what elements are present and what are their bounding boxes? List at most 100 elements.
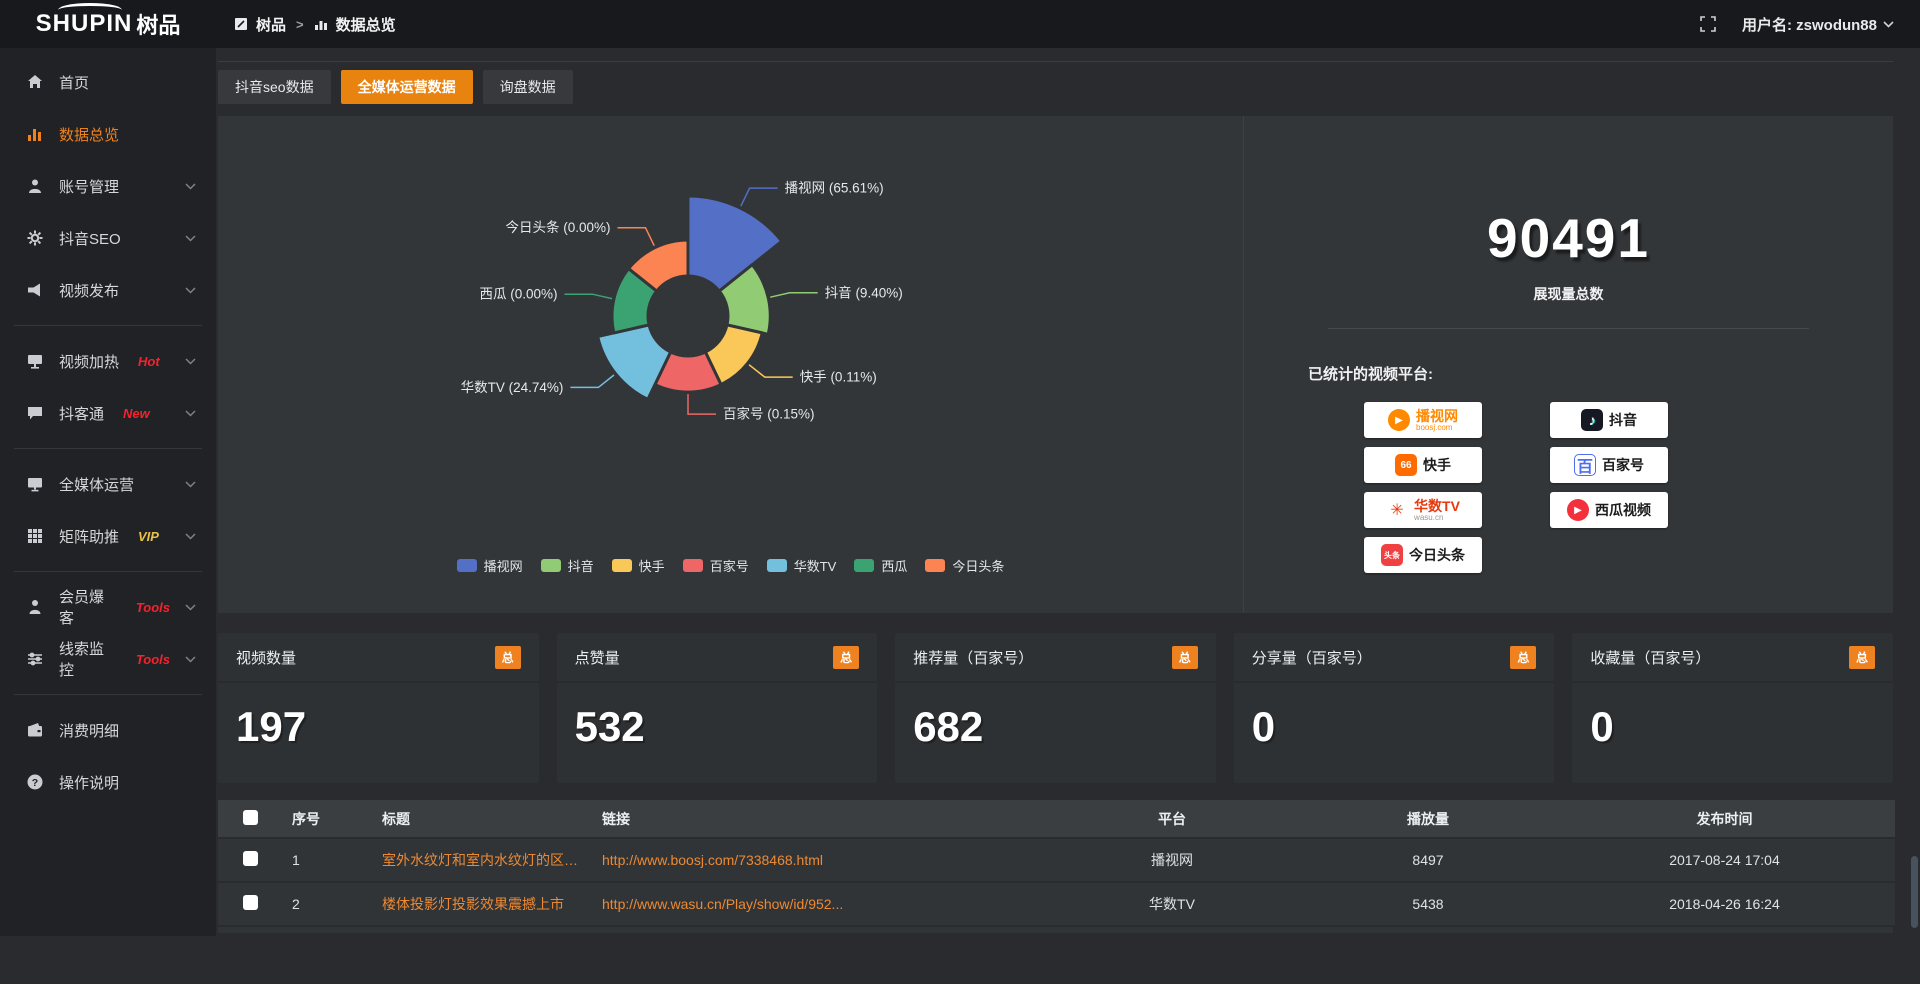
platform-name: 快手 <box>1423 457 1451 473</box>
fullscreen-icon[interactable] <box>1700 16 1716 32</box>
pie-slice-4[interactable] <box>596 323 673 401</box>
total-impressions-label: 展现量总数 <box>1533 286 1604 302</box>
legend-item[interactable]: 今日头条 <box>925 556 1004 575</box>
cell-link[interactable]: http://www.boosj.com/7338468.html <box>592 838 1042 883</box>
platform-sub-label: boosj.com <box>1416 422 1453 432</box>
sidebar-item-video[interactable]: 视频发布 <box>0 264 216 316</box>
pie-slice-0[interactable] <box>686 194 784 293</box>
cell-title[interactable]: 楼体投影灯投影效果震撼上市 <box>372 882 592 927</box>
sidebar-item-gear[interactable]: 抖音SEO <box>0 212 216 264</box>
xigua-logo-icon: ▶ <box>1567 499 1589 521</box>
sidebar-item-badge: Tools <box>135 599 170 615</box>
platform-name: 播视网 <box>1416 407 1458 424</box>
sidebar-item-home[interactable]: 首页 <box>0 56 216 108</box>
legend-item[interactable]: 华数TV <box>766 556 836 575</box>
sidebar-item-heat[interactable]: 视频加热 Hot <box>0 335 216 387</box>
pie-label: 今日头条 (0.00%) <box>505 219 610 235</box>
video-table-section: 序号 标题 链接 平台 播放量 发布时间 1 室外水纹灯和室内水纹灯的区别和简介… <box>218 800 1895 933</box>
cell-index: 1 <box>282 838 372 883</box>
summary-divider <box>1328 328 1809 329</box>
row-checkbox[interactable] <box>242 851 258 866</box>
sidebar-item-chart[interactable]: 数据总览 <box>0 108 216 160</box>
sidebar-item-grid[interactable]: 矩阵助推 VIP <box>0 510 216 562</box>
platform-badge-xigua: ▶ 西瓜视频 <box>1550 492 1668 528</box>
total-impressions-value: 90491 <box>1487 207 1650 269</box>
platform-badge-boosj: ▶ 播视网 boosj.com <box>1364 402 1482 438</box>
stat-card-header: 点赞量 总 <box>556 633 878 683</box>
tab-1[interactable]: 全媒体运营数据 <box>340 70 473 104</box>
stat-card-2: 推荐量（百家号） 总 682 <box>895 633 1216 783</box>
sidebar-item-label: 视频发布 <box>59 282 120 300</box>
user-menu[interactable]: 用户名: zswodun88 <box>1742 14 1894 35</box>
platform-badge-wasu: ✳ 华数TV wasu.cn <box>1364 492 1482 528</box>
cell-index: 2 <box>282 882 372 927</box>
sidebar-item-wallet[interactable]: 消费明细 <box>0 704 216 756</box>
stat-card-title: 视频数量 <box>236 649 297 667</box>
video-icon <box>26 281 44 299</box>
sidebar-item-monitor[interactable]: 全媒体运营 <box>0 458 216 510</box>
sidebar-item-sliders[interactable]: 线索监控 Tools <box>0 633 216 685</box>
legend-item[interactable]: 百家号 <box>682 556 749 575</box>
sidebar-divider <box>14 571 202 572</box>
pie-label-line <box>740 187 778 207</box>
content-top-divider <box>218 61 1893 62</box>
cell-link[interactable]: http://www.wasu.cn/Play/show/id/952... <box>592 882 1042 927</box>
sidebar-item-badge: New <box>123 405 150 421</box>
chat-icon <box>26 404 44 422</box>
legend-swatch <box>854 559 875 572</box>
row-checkbox-cell <box>218 838 282 883</box>
platform-name: 西瓜视频 <box>1595 502 1651 518</box>
sidebar-item-member[interactable]: 会员爆客 Tools <box>0 581 216 633</box>
app-logo[interactable]: SHUPIN 树品 <box>0 0 216 48</box>
pie-slice-2[interactable] <box>703 323 764 386</box>
chart-legend: 播视网 抖音 快手 百家号 华数TV 西瓜 今日头条 <box>218 556 1243 575</box>
sidebar-item-label: 线索监控 <box>59 641 105 679</box>
sidebar-item-badge: Tools <box>135 651 170 667</box>
sidebar-item-user[interactable]: 账号管理 <box>0 160 216 212</box>
sidebar-item-label: 全媒体运营 <box>59 476 135 494</box>
legend-swatch <box>682 559 703 572</box>
legend-label: 今日头条 <box>952 559 1005 574</box>
legend-item[interactable]: 西瓜 <box>854 556 907 575</box>
stat-card-header: 视频数量 总 <box>218 633 539 683</box>
question-icon: ? <box>26 773 44 791</box>
stat-card-header: 推荐量（百家号） 总 <box>895 633 1216 683</box>
username-label: 用户名: zswodun88 <box>1741 16 1877 34</box>
pie-slice-1[interactable] <box>717 263 772 336</box>
chevron-down-icon <box>185 234 196 242</box>
platform-name: 百家号 <box>1602 457 1644 473</box>
legend-item[interactable]: 抖音 <box>540 556 594 575</box>
chevron-down-icon <box>185 532 196 540</box>
tab-2[interactable]: 询盘数据 <box>482 70 573 104</box>
legend-label: 快手 <box>638 559 665 574</box>
platform-name: 抖音 <box>1609 412 1637 428</box>
chevron-down-icon <box>185 603 196 611</box>
chevron-down-icon <box>185 357 196 365</box>
sidebar-item-chat[interactable]: 抖客通 New <box>0 387 216 439</box>
main-content: 抖音seo数据 全媒体运营数据 询盘数据 播视网 (65.61%) 抖音 (9.40%… <box>216 48 1920 936</box>
select-all-checkbox[interactable] <box>242 809 258 825</box>
tab-0[interactable]: 抖音seo数据 <box>218 70 331 104</box>
vertical-scrollbar-thumb[interactable] <box>1911 856 1918 928</box>
pie-label-line <box>617 226 655 247</box>
user-icon <box>26 177 44 195</box>
legend-label: 西瓜 <box>881 559 908 574</box>
row-checkbox[interactable] <box>242 895 258 910</box>
pie-label-line <box>770 292 818 298</box>
pie-slice-5[interactable] <box>610 267 659 335</box>
cell-title[interactable]: 室外水纹灯和室内水纹灯的区别和简介 <box>372 838 592 883</box>
pie-slice-6[interactable] <box>627 238 690 293</box>
chevron-down-icon <box>185 480 196 488</box>
stat-card-3: 分享量（百家号） 总 0 <box>1233 633 1555 783</box>
sidebar-item-question[interactable]: ? 操作说明 <box>0 756 216 808</box>
legend-item[interactable]: 快手 <box>611 556 665 575</box>
pie-slice-3[interactable] <box>653 350 723 394</box>
pie-label: 百家号 (0.15%) <box>723 406 815 422</box>
breadcrumb-current: 数据总览 <box>335 16 396 34</box>
sidebar-item-badge: Hot <box>138 353 160 369</box>
legend-swatch <box>456 559 477 572</box>
breadcrumb-root[interactable]: 树品 <box>256 16 287 34</box>
stat-card-title: 分享量（百家号） <box>1251 649 1372 667</box>
monitor-icon <box>26 475 44 493</box>
legend-item[interactable]: 播视网 <box>456 556 523 575</box>
